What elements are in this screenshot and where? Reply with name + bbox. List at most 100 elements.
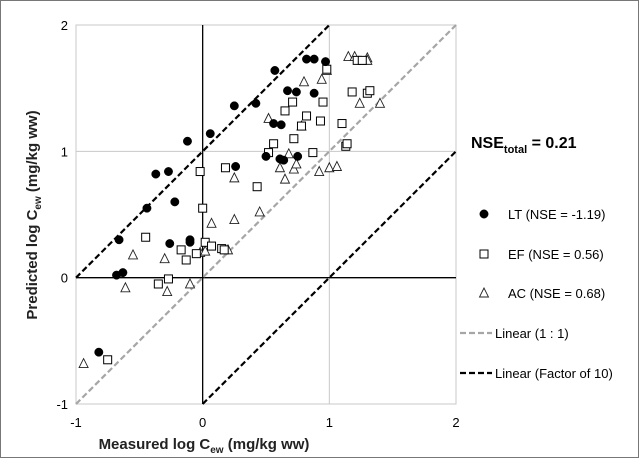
x-tick-label: -1 xyxy=(70,415,82,430)
y-tick-label: 0 xyxy=(61,271,68,286)
ef-point xyxy=(347,87,357,97)
lt-point xyxy=(251,98,261,108)
lt-point xyxy=(164,167,173,176)
ef-point xyxy=(337,119,347,129)
lt-point xyxy=(231,162,241,171)
lt-point xyxy=(269,119,279,128)
ef-point xyxy=(153,279,163,289)
ef-point xyxy=(288,97,298,107)
tick-labels: -1 0 1 2 -1 0 1 2 xyxy=(56,18,459,430)
ef-point xyxy=(357,55,367,65)
ac-point xyxy=(291,157,302,169)
lt-point xyxy=(309,54,319,64)
legend-label: AC (NSE = 0.68) xyxy=(508,286,605,301)
ef-point xyxy=(176,245,186,255)
one-to-one-line xyxy=(75,24,457,405)
lt-point xyxy=(261,151,271,161)
lt-point xyxy=(276,120,286,130)
data-points xyxy=(78,50,386,369)
y-tick-label: -1 xyxy=(56,397,68,412)
ef-point xyxy=(365,86,375,96)
lt-point xyxy=(165,239,175,249)
ac-point xyxy=(283,147,295,159)
lt-point xyxy=(118,268,128,278)
axis-titles: Measured log Cew (mg/kg ww) Predicted lo… xyxy=(24,110,309,456)
ac-point xyxy=(279,173,291,184)
ef-point xyxy=(103,355,113,365)
legend-marker xyxy=(479,249,489,259)
ac-point xyxy=(127,248,139,260)
lt-point xyxy=(302,54,311,64)
legend-label: Linear (Factor of 10) xyxy=(495,366,613,381)
ef-point xyxy=(141,232,151,242)
ef-point xyxy=(207,241,217,251)
ac-point xyxy=(229,171,240,183)
lt-point xyxy=(293,151,303,161)
nse-total-annotation: NSEtotal = 0.21 xyxy=(471,135,577,156)
legend-marker xyxy=(478,286,490,298)
ac-point xyxy=(354,97,365,108)
lt-point xyxy=(170,197,180,207)
ac-point xyxy=(161,285,173,297)
lt-point xyxy=(279,155,289,165)
ef-point xyxy=(302,111,312,121)
ac-point xyxy=(274,161,286,173)
ac-point xyxy=(324,161,335,173)
lt-point xyxy=(309,88,319,98)
legend-label: EF (NSE = 0.56) xyxy=(508,247,604,262)
lt-point xyxy=(270,66,280,75)
ef-point xyxy=(220,163,230,173)
ac-point xyxy=(374,97,386,108)
ef-point xyxy=(163,274,173,284)
lt-point xyxy=(291,87,301,97)
lt-point xyxy=(114,235,124,245)
ef-point xyxy=(318,97,328,107)
gridlines xyxy=(75,24,457,405)
legend-label: LT (NSE = -1.19) xyxy=(508,207,605,222)
x-tick-label: 2 xyxy=(452,415,459,430)
y-tick-label: 2 xyxy=(61,18,68,33)
ef-point xyxy=(269,139,279,149)
lt-point xyxy=(142,203,152,213)
y-tick-label: 1 xyxy=(61,144,68,159)
ac-point xyxy=(288,163,300,174)
ac-point xyxy=(229,213,240,225)
ef-point xyxy=(181,255,191,265)
reference-lines xyxy=(75,24,457,405)
ac-point xyxy=(254,205,265,217)
ac-point xyxy=(331,160,343,171)
x-tick-label: 1 xyxy=(326,415,333,430)
legend-label: Linear (1 : 1) xyxy=(495,326,569,341)
ac-point xyxy=(199,245,211,256)
ac-point xyxy=(120,281,131,293)
ef-point xyxy=(289,134,299,144)
ef-point xyxy=(198,203,208,213)
axes xyxy=(76,25,456,404)
lt-point xyxy=(205,129,215,139)
ef-point xyxy=(191,249,201,259)
lt-point xyxy=(321,57,330,67)
lt-point xyxy=(283,86,292,96)
factor-of-10-line xyxy=(201,150,457,405)
x-tick-label: 0 xyxy=(199,415,206,430)
x-axis-title: Measured log Cew (mg/kg ww) xyxy=(99,436,310,456)
ef-point xyxy=(195,167,205,177)
ef-point xyxy=(280,106,290,116)
ef-point xyxy=(252,182,262,192)
lt-point xyxy=(229,101,239,111)
y-axis-title: Predicted log Cew (mg/kg ww) xyxy=(24,110,44,319)
ef-point xyxy=(315,116,325,126)
lt-point xyxy=(94,347,104,357)
ef-point xyxy=(219,245,229,255)
ef-point xyxy=(322,64,332,74)
ac-point xyxy=(78,357,89,369)
ef-point xyxy=(296,121,306,131)
ef-point xyxy=(308,148,318,158)
lt-point xyxy=(185,237,195,247)
ac-point xyxy=(298,75,310,87)
lt-point xyxy=(151,169,161,179)
legend-marker xyxy=(479,209,489,219)
ac-point xyxy=(343,50,354,62)
